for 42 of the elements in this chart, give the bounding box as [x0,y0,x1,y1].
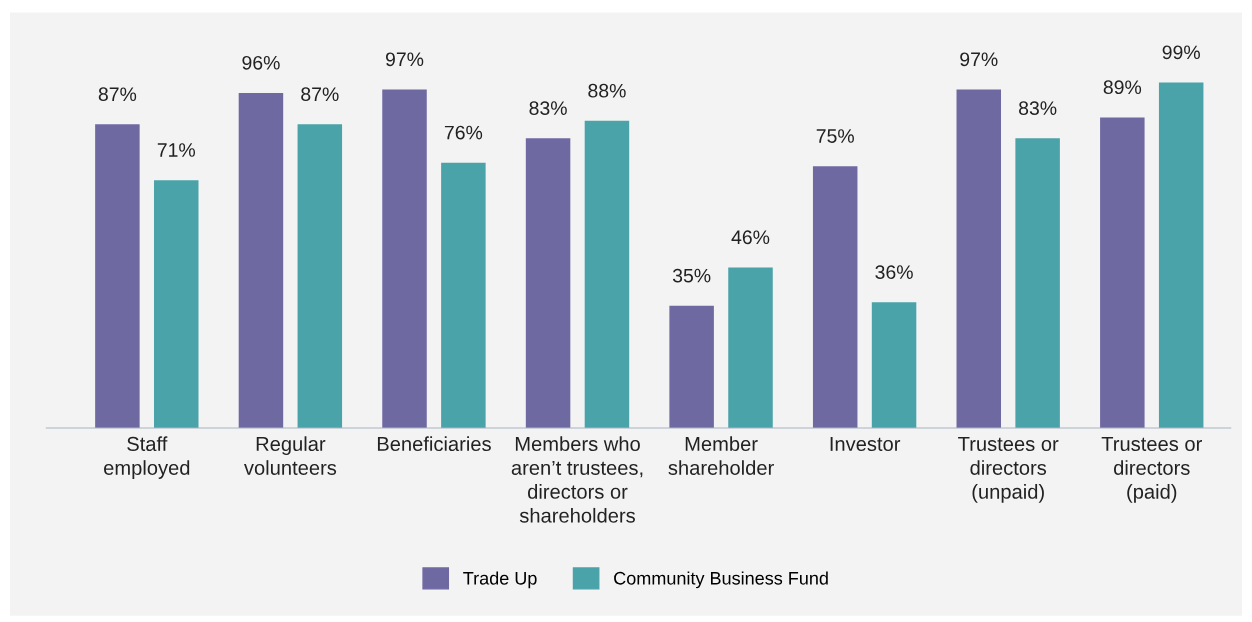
data-label: 75% [816,129,854,143]
bar [956,89,1002,428]
data-label: 76% [444,125,483,140]
bar [812,166,858,428]
data-label: 99% [1162,45,1200,60]
x-tick-label: Investor [830,437,901,452]
bar [728,267,773,428]
data-label: 97% [960,52,998,67]
data-label: 87% [98,87,137,102]
x-tick-label: Trustees or directors (paid) [1101,437,1202,503]
bar [1100,117,1145,428]
data-label: 46% [731,230,770,245]
bar [297,124,343,428]
data-label: 97% [385,52,424,67]
data-label: 89% [1103,80,1142,95]
bar [238,92,284,428]
bar [441,162,486,428]
bar [871,302,917,428]
legend-label: Community Business Fund [614,571,828,589]
x-tick-label: Member shareholder [668,436,774,475]
data-label: 36% [875,265,913,280]
x-tick-label: Beneficiaries [377,436,491,452]
x-tick-label: Regular volunteers [244,436,337,475]
bar [95,124,140,428]
bar [584,120,630,428]
x-tick-label: Staff employed [104,436,190,479]
data-label: 35% [672,268,711,283]
legend-label: Trade Up [463,571,537,589]
bar [382,89,427,428]
data-label: 88% [588,83,626,98]
data-label: 87% [301,87,339,102]
data-label: 71% [157,143,196,157]
data-label: 96% [242,55,280,70]
bar [525,138,571,428]
data-label: 83% [1019,101,1057,116]
x-tick-label: Members who aren’t trustees, directors or shareholders [511,436,643,523]
data-label: 83% [529,101,567,116]
bar [669,305,714,428]
bar [154,180,199,428]
bar [1015,138,1060,428]
x-tick-label: Trustees or directors (unpaid) [958,437,1059,503]
bar [1158,82,1204,428]
